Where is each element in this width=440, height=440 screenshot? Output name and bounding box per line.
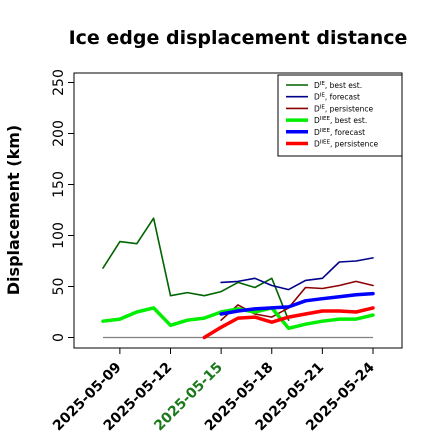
y-tick-label: 100: [51, 222, 67, 249]
plot-area: 0501001502002502025-05-092025-05-122025-…: [50, 69, 403, 434]
series-line-5: [202, 306, 375, 340]
y-axis-label: Displacement (km): [4, 125, 23, 295]
legend-label: DIE, forecast: [314, 93, 360, 102]
y-tick-label: 50: [51, 278, 67, 296]
series-line-1: [220, 257, 374, 291]
y-tick-label: 250: [51, 69, 67, 96]
y-tick-label: 200: [51, 120, 67, 147]
legend-label: DIE, persistence: [314, 104, 373, 113]
legend-label: DIIEE, forecast: [314, 128, 365, 137]
legend-label: DIIEE, best est.: [314, 116, 367, 125]
series-line-3: [101, 306, 375, 331]
series-line-4: [219, 291, 375, 316]
y-tick-label: 150: [51, 171, 67, 198]
chart-title: Ice edge displacement distance: [69, 27, 408, 49]
y-tick-label: 0: [51, 333, 67, 342]
series-line-0: [102, 217, 290, 322]
legend-label: DIE, best est.: [314, 81, 362, 90]
legend-label: DIIEE, persistence: [314, 140, 379, 149]
plot-frame: [73, 72, 403, 349]
